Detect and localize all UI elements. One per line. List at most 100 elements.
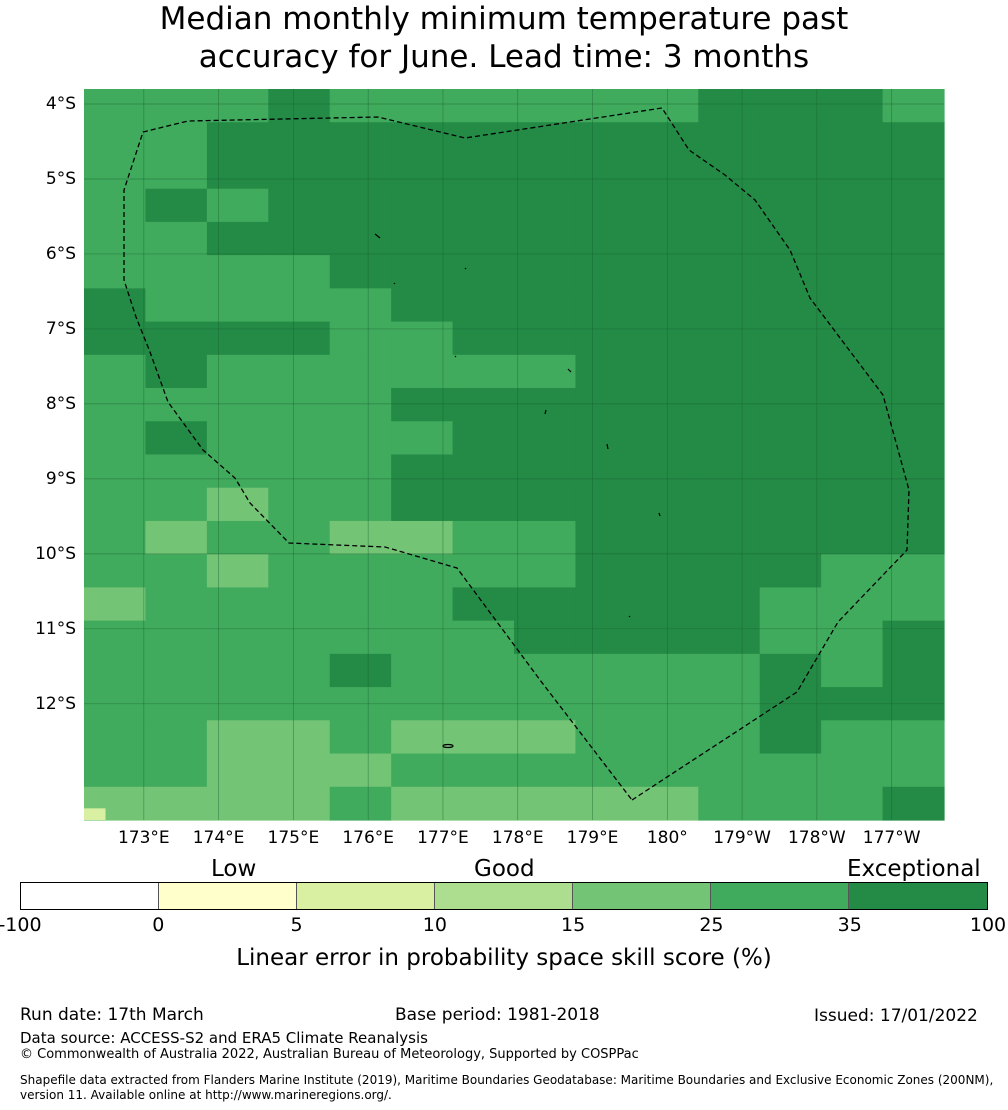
longitude-label: 173°E [117, 828, 170, 848]
grid-cell [636, 221, 699, 256]
grid-cell [145, 388, 208, 422]
grid-cell [329, 122, 392, 157]
grid-cell [145, 620, 208, 655]
grid-cell [329, 454, 392, 489]
grid-cell [268, 487, 331, 522]
grid-cell [206, 620, 269, 655]
grid-cell [452, 786, 515, 821]
grid-cell [514, 188, 577, 223]
grid-cell [452, 89, 515, 123]
skill-grid [84, 89, 945, 821]
grid-cell [636, 321, 699, 356]
grid-cell [636, 188, 699, 223]
grid-cell [882, 554, 945, 589]
grid-cell [698, 487, 761, 522]
colorbar-tick-label: 0 [152, 914, 165, 936]
grid-cell [575, 554, 638, 589]
latitude-label: 8°S [45, 393, 76, 414]
grid-cell [514, 388, 577, 422]
grid-cell [206, 255, 269, 289]
grid-cell [206, 487, 269, 522]
grid-cell [882, 388, 945, 422]
grid-cell [759, 155, 822, 190]
grid-cell [84, 554, 147, 589]
colorbar-title: Linear error in probability space skill … [236, 945, 772, 971]
grid-cell [759, 388, 822, 422]
grid-cell [84, 587, 147, 622]
grid-cell [268, 155, 331, 190]
grid-cell [882, 421, 945, 456]
grid-cell [206, 188, 269, 223]
longitude-label: 180° [646, 828, 688, 848]
grid-cell [575, 321, 638, 356]
colorbar-segment [711, 883, 849, 909]
grid-cell [514, 620, 577, 655]
grid-cell [514, 122, 577, 157]
grid-cell [882, 155, 945, 190]
grid-cell [268, 89, 331, 123]
grid-cell [84, 720, 147, 755]
grid-cell [206, 155, 269, 190]
grid-cell [268, 188, 331, 223]
grid-cell [268, 122, 331, 157]
island [464, 267, 467, 270]
grid-cell [145, 753, 208, 788]
grid-cell [698, 653, 761, 688]
map-canvas [84, 89, 945, 821]
grid-cell [84, 520, 147, 555]
colorbar-tick-label: 35 [837, 914, 862, 936]
grid-cell [206, 321, 269, 356]
grid-cell [575, 421, 638, 456]
grid-cell [821, 620, 884, 655]
grid-cell [636, 487, 699, 522]
grid-cell [145, 421, 208, 456]
islands [374, 233, 661, 749]
latitude-label: 7°S [45, 318, 76, 339]
grid-cell [821, 554, 884, 589]
grid-cell [575, 653, 638, 688]
longitude-label: 177°W [862, 828, 921, 848]
grid-cell [84, 753, 147, 788]
grid-cell [514, 753, 577, 788]
grid-cell [206, 122, 269, 157]
grid-cell [514, 221, 577, 256]
grid-cell [636, 122, 699, 157]
grid-cell [84, 89, 147, 123]
grid-cell [452, 321, 515, 356]
colorbar-tick-label: 5 [290, 914, 303, 936]
grid-cell [391, 587, 454, 622]
grid-cell [391, 155, 454, 190]
island [454, 355, 457, 358]
grid-cell [821, 255, 884, 289]
grid-cell [84, 122, 147, 157]
grid-cell [698, 122, 761, 157]
grid-cell [698, 786, 761, 821]
grid-cell [575, 388, 638, 422]
grid-cell [391, 720, 454, 755]
grid-cell [452, 753, 515, 788]
grid-cell [206, 554, 269, 589]
eez-boundary [123, 107, 910, 801]
grid-cell [698, 720, 761, 755]
grid-cell [514, 653, 577, 688]
grid-cell [759, 720, 822, 755]
grid-cell [882, 354, 945, 389]
grid-cell [206, 89, 269, 123]
grid-cell [636, 354, 699, 389]
grid-cell [759, 354, 822, 389]
grid-cell [145, 720, 208, 755]
grid-cell [514, 421, 577, 456]
grid-cell [329, 321, 392, 356]
grid-cell [882, 487, 945, 522]
grid-cell [84, 255, 147, 289]
grid-cell [452, 653, 515, 688]
grid-cell [268, 587, 331, 622]
grid-cell [821, 454, 884, 489]
grid-cell [206, 720, 269, 755]
grid-cell [514, 89, 577, 123]
grid-cell [575, 89, 638, 123]
island [374, 233, 381, 239]
grid-cell [514, 255, 577, 289]
grid-cell [759, 454, 822, 489]
grid-cell [636, 720, 699, 755]
